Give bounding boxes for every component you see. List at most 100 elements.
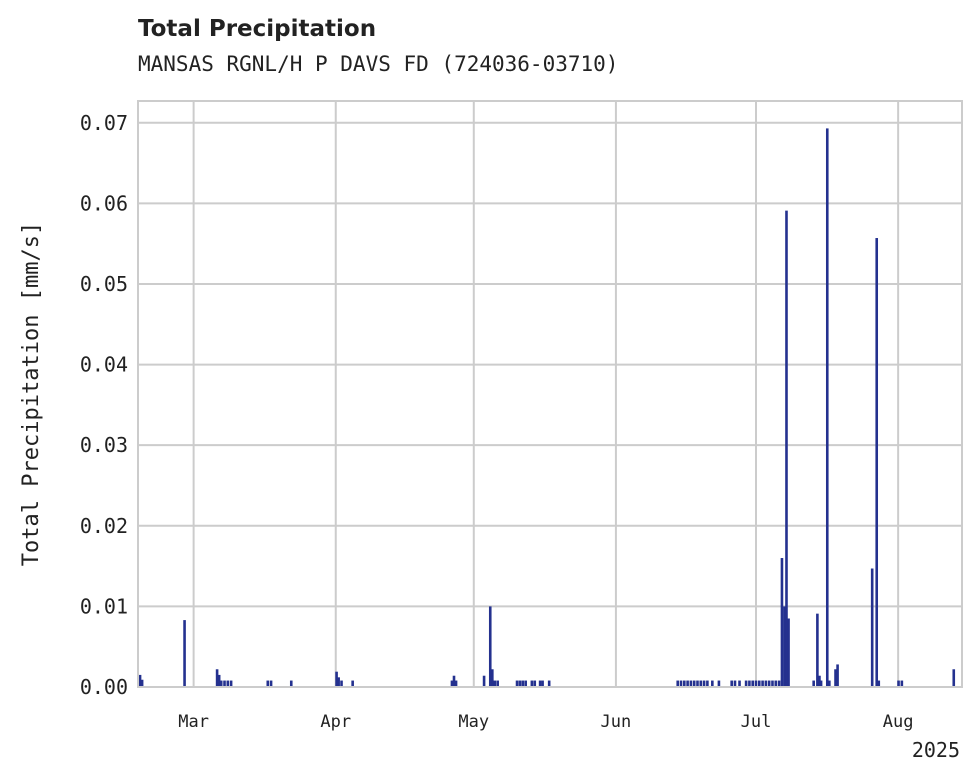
precipitation-bar	[217, 674, 221, 687]
precipitation-bar	[738, 680, 741, 687]
precipitation-bar	[524, 680, 527, 687]
precipitation-bar	[767, 680, 771, 687]
precipitation-bar	[215, 669, 219, 687]
precipitation-bar	[679, 680, 683, 687]
precipitation-bar	[870, 568, 874, 687]
precipitation-bar	[289, 680, 293, 687]
plot-frame	[137, 100, 963, 688]
x-tick-label: May	[458, 712, 489, 732]
precipitation-bar	[496, 680, 499, 687]
x-tick-label: Jul	[741, 712, 772, 732]
precipitation-bar	[900, 680, 904, 687]
precipitation-bar	[676, 680, 680, 687]
precipitation-bar	[819, 680, 823, 687]
precipitation-bar	[751, 680, 755, 687]
precipitation-bar	[717, 680, 721, 687]
precipitation-bar	[783, 606, 786, 687]
precipitation-bar	[706, 680, 709, 687]
precipitation-bar	[340, 680, 343, 687]
y-tick-label: 0.01	[80, 594, 128, 618]
precipitation-bar	[138, 674, 142, 687]
precipitation-bar	[351, 680, 354, 687]
precipitation-bar	[538, 680, 542, 687]
x-tick-label: Aug	[883, 712, 914, 732]
precipitation-bar	[452, 675, 456, 687]
precipitation-bar	[952, 669, 956, 687]
precipitation-bar	[140, 679, 144, 687]
chart-subtitle: MANSAS RGNL/H P DAVS FD (724036-03710)	[138, 52, 619, 76]
precipitation-bar	[780, 558, 784, 687]
y-axis-label: Total Precipitation [mm/s]	[19, 222, 44, 566]
precipitation-bar	[834, 669, 837, 687]
y-tick-label: 0.02	[80, 514, 128, 538]
precipitation-bar	[816, 613, 819, 687]
precipitation-bar	[226, 680, 230, 687]
y-tick-label: 0.05	[80, 272, 128, 296]
year-label: 2025	[912, 738, 960, 762]
precipitation-bar	[733, 680, 737, 687]
precipitation-bar	[683, 680, 686, 687]
precipitation-bar	[547, 680, 551, 687]
precipitation-bar	[533, 680, 537, 687]
precipitation-bar	[702, 680, 706, 687]
y-tick-label: 0.06	[80, 191, 128, 215]
precipitation-bar	[450, 680, 454, 687]
precipitation-bar	[696, 680, 699, 687]
precipitation-bar	[530, 680, 534, 687]
precipitation-bar	[229, 680, 233, 687]
precipitation-bar	[877, 680, 881, 687]
precipitation-bar	[337, 677, 340, 687]
y-tick-label: 0.04	[80, 353, 128, 377]
precipitation-bar	[812, 680, 815, 687]
precipitation-bar	[787, 618, 790, 687]
grid-lines	[138, 101, 962, 688]
precipitation-bar	[518, 680, 522, 687]
precipitation-bar	[269, 680, 273, 687]
precipitation-bar	[875, 238, 879, 688]
precipitation-bar	[771, 680, 774, 687]
precipitation-bar	[521, 680, 525, 687]
x-tick-label: Apr	[320, 712, 351, 732]
x-axis-ticks: Mar Apr May Jun Jul Aug	[178, 712, 913, 732]
y-axis-ticks: 0.00 0.01 0.02 0.03 0.04 0.05 0.06 0.07	[80, 111, 128, 699]
precipitation-bar	[335, 671, 338, 687]
precipitation-bar	[686, 680, 689, 687]
precipitation-bar	[825, 128, 829, 688]
precipitation-bar	[454, 680, 458, 687]
precipitation-bar	[777, 680, 781, 687]
precipitation-bar	[223, 680, 226, 687]
precipitation-bar	[764, 680, 768, 687]
precipitation-bar	[897, 680, 900, 687]
precipitation-bar	[482, 675, 486, 687]
precipitation-bar	[491, 669, 494, 687]
precipitation-bar	[692, 680, 696, 687]
x-tick-label: Mar	[178, 712, 209, 732]
precipitation-bar	[699, 680, 703, 687]
precipitation-bar	[761, 680, 764, 687]
precipitation-bar	[774, 680, 778, 687]
y-tick-label: 0.07	[80, 111, 128, 135]
x-tick-label: Jun	[601, 712, 632, 732]
precipitation-bar	[711, 680, 714, 687]
y-tick-label: 0.03	[80, 433, 128, 457]
chart-title: Total Precipitation	[138, 16, 377, 42]
precipitation-bar	[754, 680, 758, 687]
precipitation-bar	[493, 680, 497, 687]
precipitation-bar	[515, 680, 519, 687]
y-tick-label: 0.00	[80, 675, 128, 699]
precipitation-bar	[818, 675, 821, 687]
precipitation-bar	[730, 680, 733, 687]
precipitation-bar	[836, 664, 839, 687]
precipitation-bar	[785, 210, 788, 687]
precipitation-bar	[744, 680, 748, 687]
precipitation-bar	[689, 680, 693, 687]
precipitation-bar	[828, 680, 831, 687]
precipitation-bar	[488, 606, 492, 687]
precipitation-bar	[757, 680, 761, 687]
precipitation-bar	[183, 620, 186, 687]
precipitation-bar	[748, 680, 751, 687]
precipitation-bar	[219, 680, 223, 687]
precipitation-bar	[541, 680, 544, 687]
precipitation-bars	[138, 128, 956, 688]
